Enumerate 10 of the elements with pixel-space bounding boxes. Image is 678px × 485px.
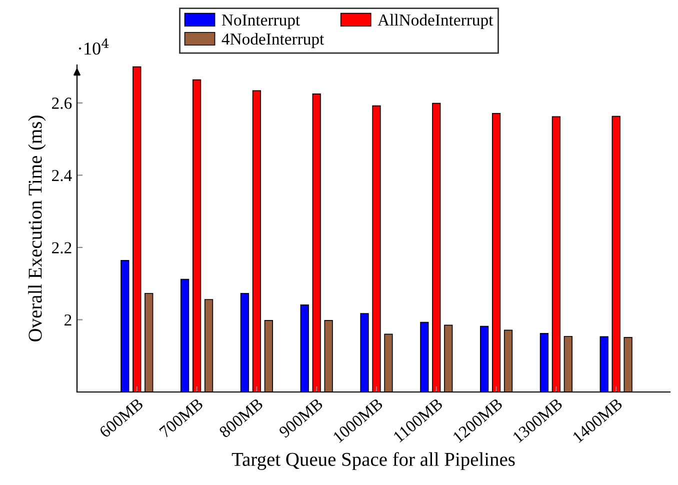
y-tick-label: 2.6	[52, 98, 72, 109]
y-tick-label: 2	[64, 314, 72, 326]
text: ·10$^{4}$	[78, 38, 109, 55]
legend-label: NoInterrupt	[222, 14, 300, 30]
y-tick-label: 2.4	[52, 170, 72, 182]
x-axis-title: Target Queue Space for all Pipelines	[232, 452, 515, 470]
legend-label: 4NodeInterrupt	[222, 32, 324, 48]
y-tick-label: 2.2	[52, 242, 72, 254]
legend-label: AllNodeInterrupt	[378, 14, 494, 30]
y-axis-title: Overall Execution Time (ms)	[28, 116, 46, 342]
